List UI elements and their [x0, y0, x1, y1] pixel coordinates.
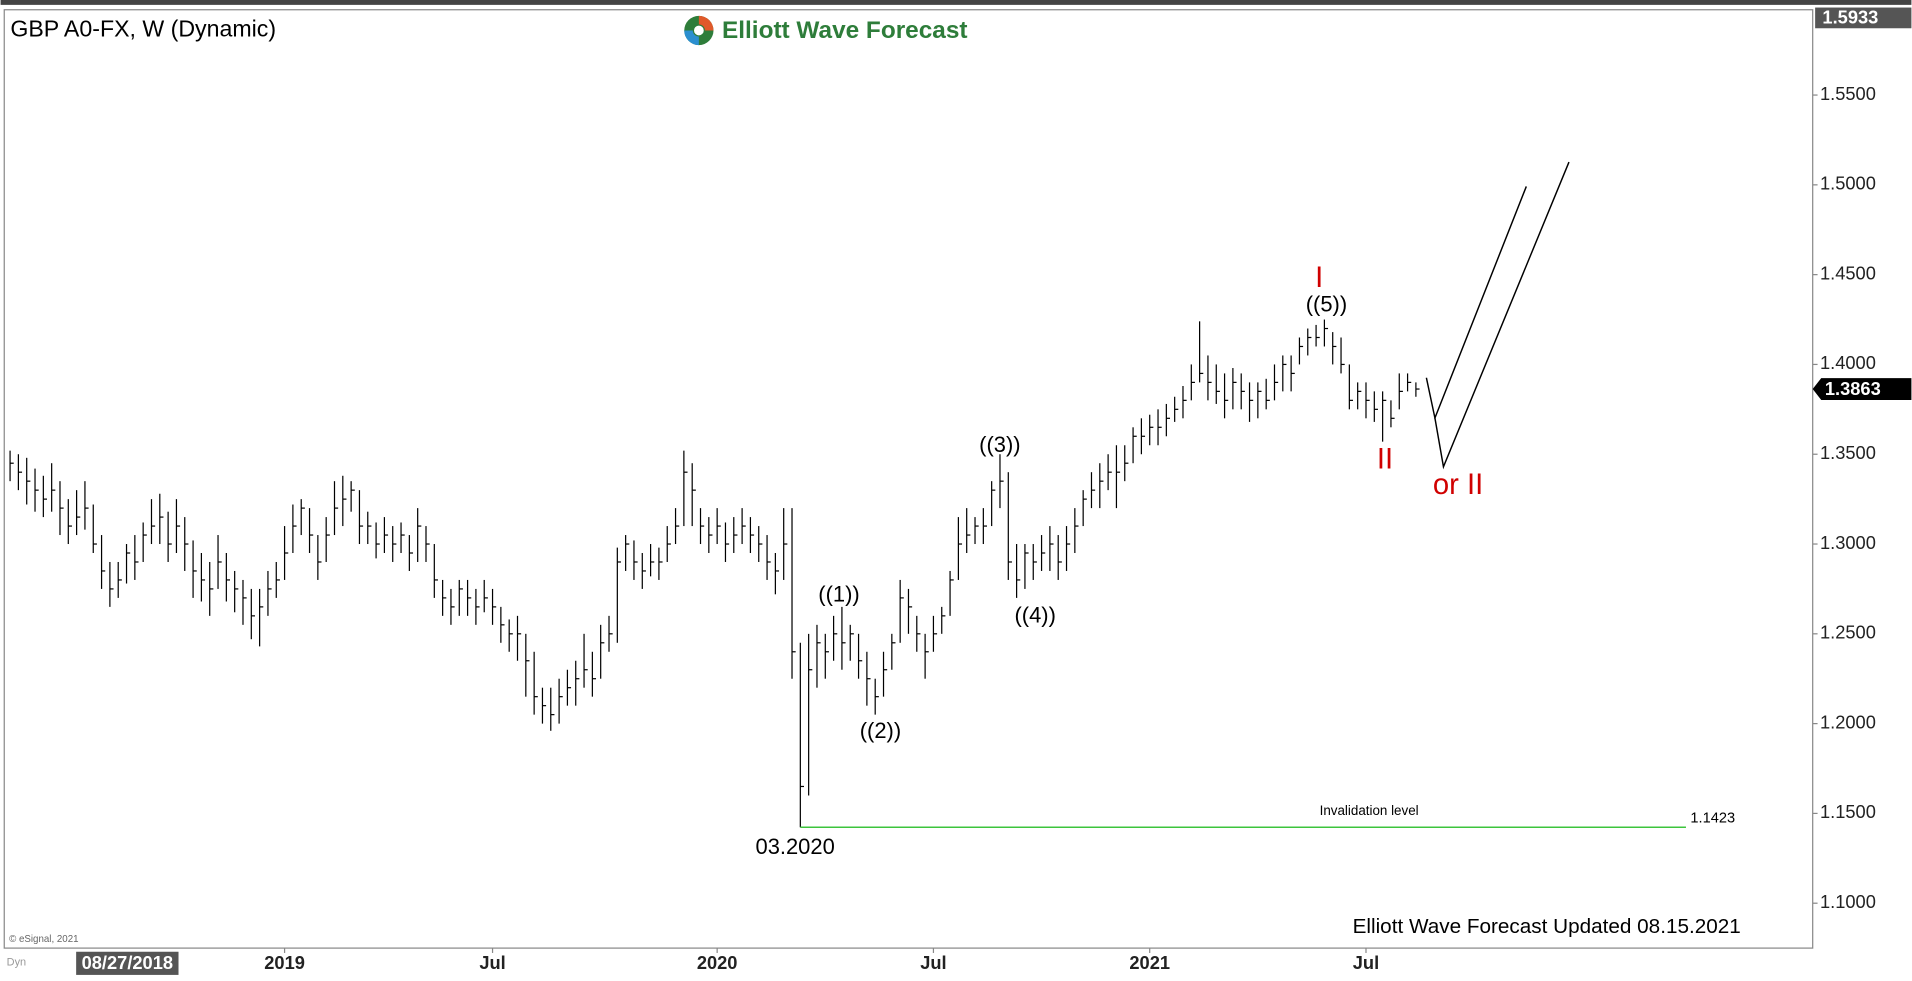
- wave-label: or II: [1433, 469, 1483, 501]
- invalidation-value: 1.1423: [1690, 811, 1735, 827]
- wave-label: ((2)): [860, 718, 901, 743]
- y-tick-label: 1.4500: [1820, 262, 1876, 283]
- y-tick-label: 1.2500: [1820, 622, 1876, 643]
- projection-path: [1434, 161, 1570, 470]
- brand: Elliott Wave Forecast: [722, 17, 967, 44]
- top-strip: [0, 0, 1912, 5]
- wave-label: 03.2020: [756, 834, 835, 859]
- last-price: 1.3863: [1825, 378, 1881, 399]
- y-tick-label: 1.1500: [1820, 801, 1876, 822]
- invalidation-label: Invalidation level: [1320, 803, 1419, 818]
- x-tick-label: 2021: [1129, 952, 1170, 973]
- wave-label: II: [1377, 443, 1393, 475]
- x-tick-label: 2020: [697, 952, 738, 973]
- brand-logo: [684, 15, 714, 46]
- x-tick-label: Jul: [1353, 952, 1379, 973]
- y-tick-label: 1.4000: [1820, 352, 1876, 373]
- y-tick-label: 1.2000: [1820, 711, 1876, 732]
- top-price: 1.5933: [1822, 6, 1878, 27]
- date-marker: 08/27/2018: [82, 952, 173, 973]
- x-tick-label: 2019: [264, 952, 305, 973]
- wave-label: ((5)): [1306, 292, 1347, 317]
- wave-label: I: [1315, 262, 1323, 294]
- mode-label: Dyn: [7, 957, 26, 969]
- x-tick-label: Jul: [479, 952, 505, 973]
- top-price-box: [1815, 7, 1912, 29]
- wave-label: ((4)): [1015, 602, 1056, 627]
- y-tick-label: 1.5500: [1820, 83, 1876, 104]
- wave-label: ((1)): [818, 582, 859, 607]
- last-price-box: [1812, 378, 1912, 401]
- copyright: © eSignal, 2021: [9, 934, 78, 945]
- y-tick-label: 1.3500: [1820, 442, 1876, 463]
- y-tick-label: 1.5000: [1820, 173, 1876, 194]
- wave-label: ((3)): [979, 432, 1020, 457]
- footer: Elliott Wave Forecast Updated 08.15.2021: [1353, 915, 1741, 938]
- y-tick-label: 1.1000: [1820, 891, 1876, 912]
- chart-title: GBP A0-FX, W (Dynamic): [10, 16, 276, 42]
- x-tick-label: Jul: [920, 952, 946, 973]
- y-tick-label: 1.3000: [1820, 532, 1876, 553]
- plot-frame: [3, 9, 1814, 949]
- date-marker-box: [76, 951, 179, 975]
